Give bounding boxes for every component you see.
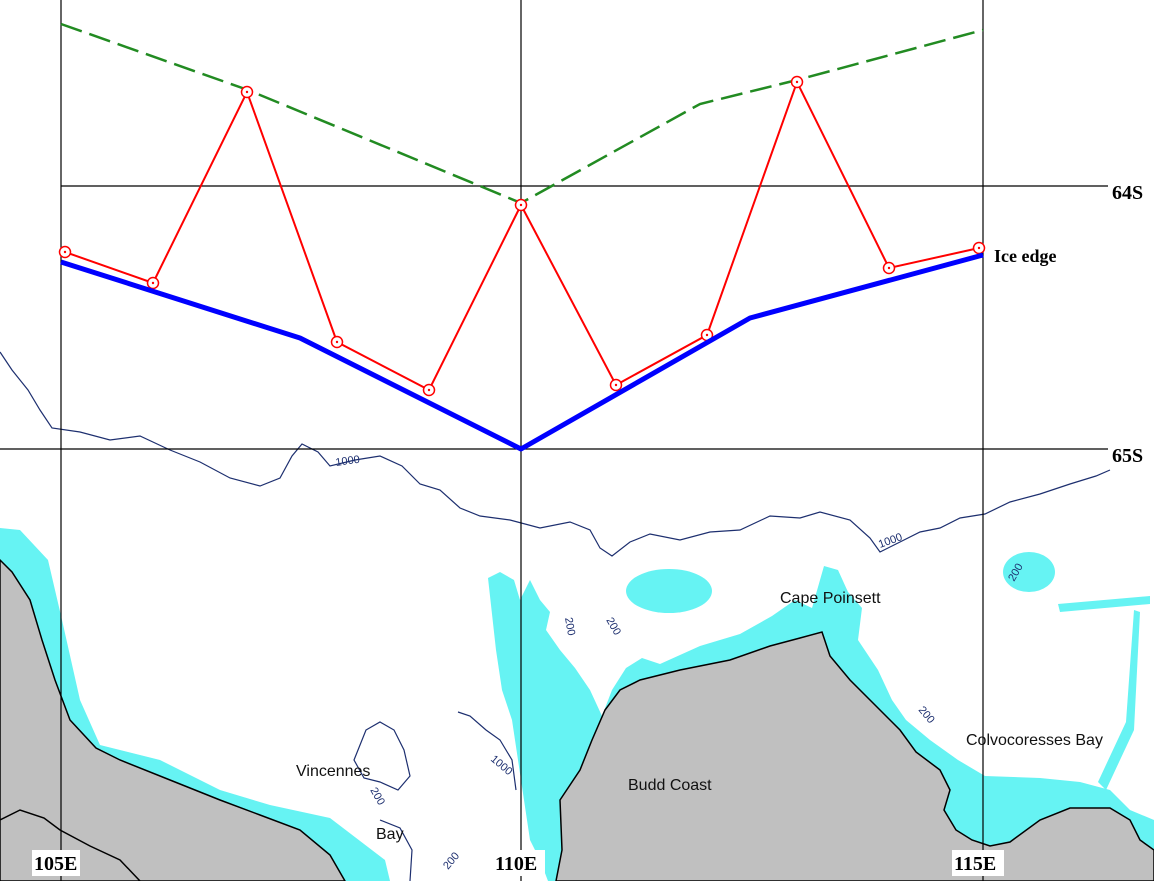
ice-edge-label: Ice edge <box>994 246 1056 266</box>
latitude-labels: 64S 65S <box>1112 182 1143 467</box>
contour-label-200-c: 200 <box>916 704 937 726</box>
contour-1000-small <box>379 819 413 881</box>
lon-label-115e: 115E <box>954 853 996 875</box>
contour-label-200-e: 200 <box>367 786 387 808</box>
shelf-strip-se <box>1098 610 1140 790</box>
lon-label-105e: 105E <box>34 853 77 875</box>
contour-label-200-a: 200 <box>562 616 577 636</box>
bathymetric-contours <box>0 351 1111 881</box>
dashed-track <box>60 22 984 205</box>
contour-1000-north <box>0 351 1111 557</box>
lat-label-65s: 65S <box>1112 445 1143 467</box>
ice-edge-line <box>60 252 984 452</box>
place-colvocoresses-bay: Colvocoresses Bay <box>966 732 1103 749</box>
place-cape-poinsett: Cape Poinsett <box>780 590 881 607</box>
survey-stations <box>58 75 986 397</box>
survey-track-line <box>64 79 980 392</box>
graticule <box>0 0 1108 881</box>
survey-track <box>58 75 986 397</box>
station-dots <box>63 80 981 392</box>
lat-label-64s: 64S <box>1112 182 1143 204</box>
place-names: Cape Poinsett Vincennes Bay Budd Coast C… <box>296 590 1103 843</box>
contour-label-1000-east: 1000 <box>877 531 904 551</box>
dashed-track-line <box>60 22 984 205</box>
contour-labels: 1000 1000 1000 200 200 200 200 200 200 <box>335 454 1026 872</box>
shelf-island-b <box>1003 552 1055 592</box>
place-bay: Bay <box>376 826 404 843</box>
lon-label-110e: 110E <box>495 853 537 875</box>
contour-1000-vincennes <box>353 721 411 791</box>
contour-label-200-b: 200 <box>603 616 623 638</box>
longitude-labels: 105E 110E 115E <box>32 850 1004 876</box>
place-vincennes: Vincennes <box>296 763 370 780</box>
place-budd-coast: Budd Coast <box>628 777 712 794</box>
land-west <box>0 558 346 881</box>
ice-edge <box>60 252 984 452</box>
shelf-island-a <box>626 569 712 613</box>
shelf-strip-ne <box>1058 596 1150 612</box>
contour-1000-south <box>457 711 517 791</box>
contour-label-200-f: 200 <box>441 850 462 872</box>
land-budd-coast <box>555 631 1154 881</box>
contour-label-1000-north: 1000 <box>335 454 361 469</box>
